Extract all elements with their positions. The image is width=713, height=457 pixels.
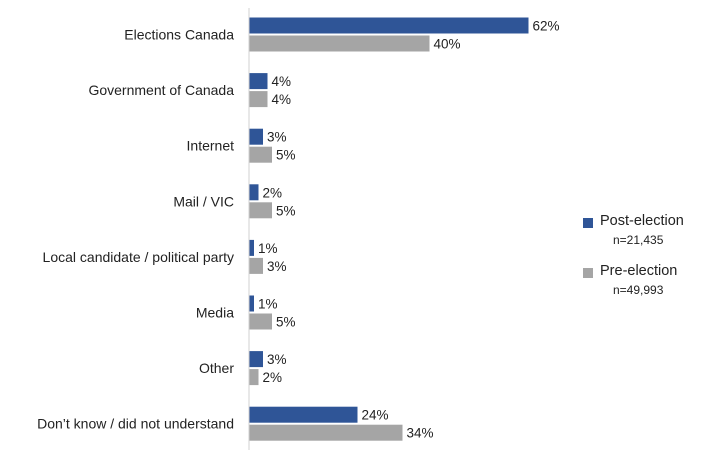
value-label-post-election-internet: 3% (267, 130, 287, 145)
value-label-post-election-other: 3% (267, 352, 287, 367)
value-label-pre-election-other: 2% (263, 370, 283, 385)
value-label-pre-election-local-candidate-political-party: 3% (267, 259, 287, 274)
bar-pre-election-internet (249, 146, 272, 163)
bar-post-election-government-of-canada (249, 73, 268, 90)
value-label-pre-election-internet: 5% (276, 148, 296, 163)
category-label-don-t-know-did-not-understand: Don’t know / did not understand (37, 416, 234, 432)
value-label-post-election-mail-vic: 2% (263, 185, 283, 200)
bar-post-election-don-t-know-did-not-understand (249, 406, 358, 423)
category-label-other: Other (199, 360, 234, 376)
legend-label-pre-election: Pre-election (600, 263, 678, 279)
legend-sample-size-post-election: n=21,435 (613, 233, 664, 247)
value-label-post-election-don-t-know-did-not-understand: 24% (362, 408, 389, 423)
bar-pre-election-media (249, 313, 272, 330)
bar-post-election-mail-vic (249, 184, 259, 201)
bar-pre-election-mail-vic (249, 202, 272, 219)
category-label-media: Media (196, 305, 234, 321)
value-labels: 62% 40% 4% 4% 3% 5% 2% 5% 1% 3% 1% 5% 3% 2% 24% 34% (258, 19, 560, 441)
bar-pre-election-don-t-know-did-not-understand (249, 424, 403, 441)
value-label-pre-election-don-t-know-did-not-understand: 34% (407, 426, 434, 441)
category-label-elections-canada: Elections Canada (124, 27, 234, 43)
value-label-post-election-media: 1% (258, 297, 278, 312)
value-label-pre-election-mail-vic: 5% (276, 203, 296, 218)
category-label-internet: Internet (187, 138, 235, 154)
category-label-local-candidate-political-party: Local candidate / political party (43, 249, 234, 265)
value-label-pre-election-media: 5% (276, 315, 296, 330)
value-label-pre-election-elections-canada: 40% (434, 37, 461, 52)
bar-pre-election-other (249, 369, 259, 386)
value-label-post-election-local-candidate-political-party: 1% (258, 241, 278, 256)
category-labels: Elections Canada Government of Canada Inte… (37, 27, 234, 432)
category-label-government-of-canada: Government of Canada (88, 82, 234, 98)
bar-post-election-other (249, 351, 263, 368)
legend-swatch-post-election (583, 218, 593, 228)
bar-pre-election-elections-canada (249, 35, 430, 52)
bar-post-election-elections-canada (249, 17, 529, 34)
legend-label-post-election: Post-election (600, 213, 684, 229)
bar-post-election-media (249, 295, 254, 312)
legend-sample-size-pre-election: n=49,993 (613, 283, 664, 297)
category-label-mail-vic: Mail / VIC (173, 193, 234, 209)
value-label-post-election-elections-canada: 62% (533, 19, 560, 34)
bars (249, 17, 529, 441)
value-label-post-election-government-of-canada: 4% (272, 74, 292, 89)
value-label-pre-election-government-of-canada: 4% (272, 92, 292, 107)
bar-post-election-local-candidate-political-party (249, 239, 254, 256)
legend-swatch-pre-election (583, 268, 593, 278)
bar-post-election-internet (249, 128, 263, 145)
bar-pre-election-local-candidate-political-party (249, 257, 263, 274)
bar-pre-election-government-of-canada (249, 91, 268, 108)
